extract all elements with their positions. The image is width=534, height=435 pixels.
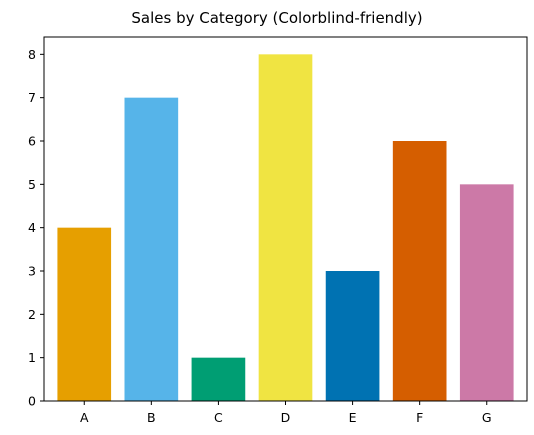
bar-E [325,271,380,401]
y-tick-label: 6 [28,134,36,149]
y-tick-label: 2 [28,307,36,322]
bar-A [57,227,112,401]
bars-group [57,54,514,402]
bar-G [459,184,514,401]
x-tick-label: B [147,410,156,425]
x-tick-label: A [80,410,89,425]
y-tick-label: 0 [28,394,36,409]
bar-C [191,357,246,401]
x-axis: A B C D E F G [80,401,492,425]
chart-title: Sales by Category (Colorblind-friendly) [131,9,422,27]
x-tick-label: G [482,410,492,425]
bar-D [258,54,313,401]
y-tick-label: 5 [28,177,36,192]
y-axis: 0 1 2 3 4 5 6 7 8 [28,47,44,409]
x-tick-label: C [214,410,223,425]
x-tick-label: D [281,410,291,425]
y-tick-label: 1 [28,350,36,365]
y-tick-label: 7 [28,90,36,105]
x-tick-label: F [416,410,423,425]
bar-B [124,97,179,402]
y-tick-label: 4 [28,220,36,235]
y-tick-label: 3 [28,264,36,279]
x-tick-label: E [349,410,357,425]
y-tick-label: 8 [28,47,36,62]
plot-frame [43,36,528,402]
bar-F [392,141,447,401]
